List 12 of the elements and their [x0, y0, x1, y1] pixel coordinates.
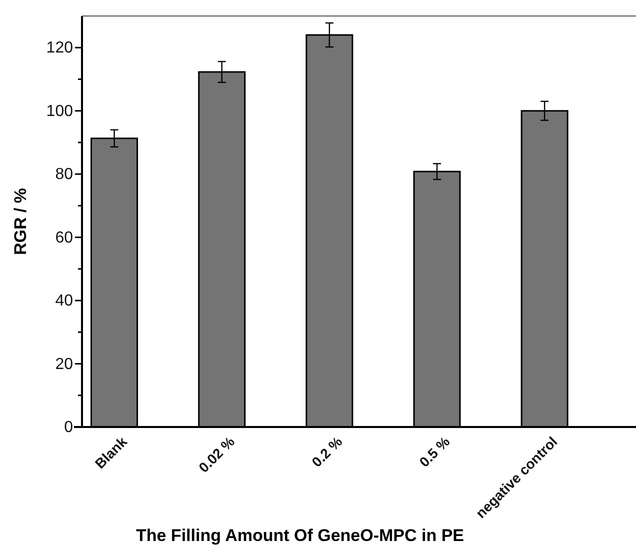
y-tick-label: 80 — [55, 166, 74, 184]
x-axis-title: The Filling Amount Of GeneO-MPC in PE — [136, 526, 464, 545]
y-tick-label: 40 — [55, 292, 74, 310]
y-tick-label: 60 — [55, 229, 74, 246]
x-tick-label: 0.2 % — [308, 433, 346, 470]
y-tick-label: 100 — [46, 102, 74, 120]
x-tick-label: 0.02 % — [195, 433, 238, 476]
y-axis-title: RGR / % — [11, 188, 30, 256]
x-tick-label: 0.5 % — [416, 433, 454, 470]
y-tick-label: 0 — [64, 419, 74, 436]
y-tick-label: 20 — [55, 356, 74, 373]
y-tick-label: 120 — [46, 40, 74, 57]
